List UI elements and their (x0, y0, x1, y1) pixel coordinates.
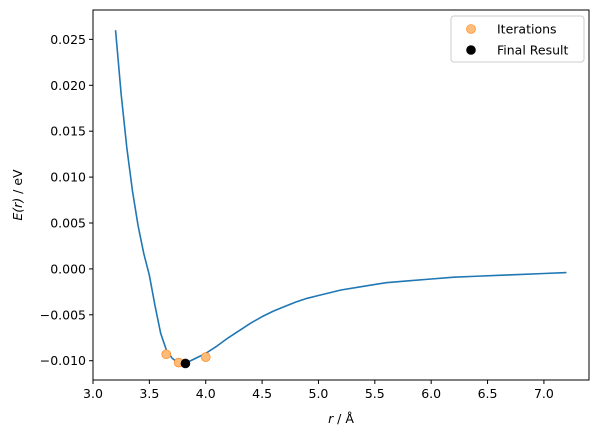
legend-marker-iterations (466, 24, 476, 34)
axes-frame (92, 9, 590, 381)
y-tick-label: 0.010 (50, 170, 86, 185)
plot-area (114, 30, 567, 369)
y-tick-label: 0.005 (50, 216, 86, 231)
legend-box (450, 15, 585, 63)
x-tick-label: 4.5 (252, 386, 272, 401)
legend-label-iterations: Iterations (497, 22, 557, 37)
iterations-point (161, 349, 172, 360)
iterations-point (200, 352, 211, 362)
x-tick-label: 3.5 (139, 386, 159, 401)
energy-curve (114, 30, 567, 365)
legend: Iterations Final Result (450, 15, 585, 63)
legend-marker-final-result (466, 45, 476, 55)
y-axis-label-var: E(r) (10, 198, 25, 221)
x-tick-label: 5.0 (309, 386, 329, 401)
y-tick-label: 0.025 (50, 32, 86, 47)
y-tick-label: −0.005 (40, 307, 86, 322)
x-axis-ticks: 3.0 3.5 4.0 4.5 5.0 5.5 6.0 6.5 7.0 (83, 380, 554, 401)
y-tick-label: −0.010 (40, 353, 86, 368)
y-axis-label-unit: / eV (10, 169, 25, 198)
y-axis-label: E(r) / eV (10, 169, 25, 221)
x-tick-label: 6.5 (478, 386, 498, 401)
x-tick-label: 5.5 (365, 386, 385, 401)
y-tick-label: 0.015 (50, 124, 86, 139)
legend-label-final-result: Final Result (497, 43, 569, 58)
x-tick-label: 6.0 (421, 386, 441, 401)
final-result-point (180, 358, 191, 369)
x-tick-label: 3.0 (83, 386, 103, 401)
x-axis-label: r / Å (328, 411, 354, 426)
x-axis-label-var: r (328, 411, 334, 426)
y-tick-label: 0.020 (50, 78, 86, 93)
x-tick-label: 7.0 (534, 386, 554, 401)
y-axis-ticks: −0.010 −0.005 0.000 0.005 0.010 0.015 0.020 0.0… (40, 32, 93, 368)
x-tick-label: 4.0 (196, 386, 216, 401)
y-tick-label: 0.000 (50, 261, 86, 276)
x-axis-label-unit: / Å (333, 411, 354, 426)
